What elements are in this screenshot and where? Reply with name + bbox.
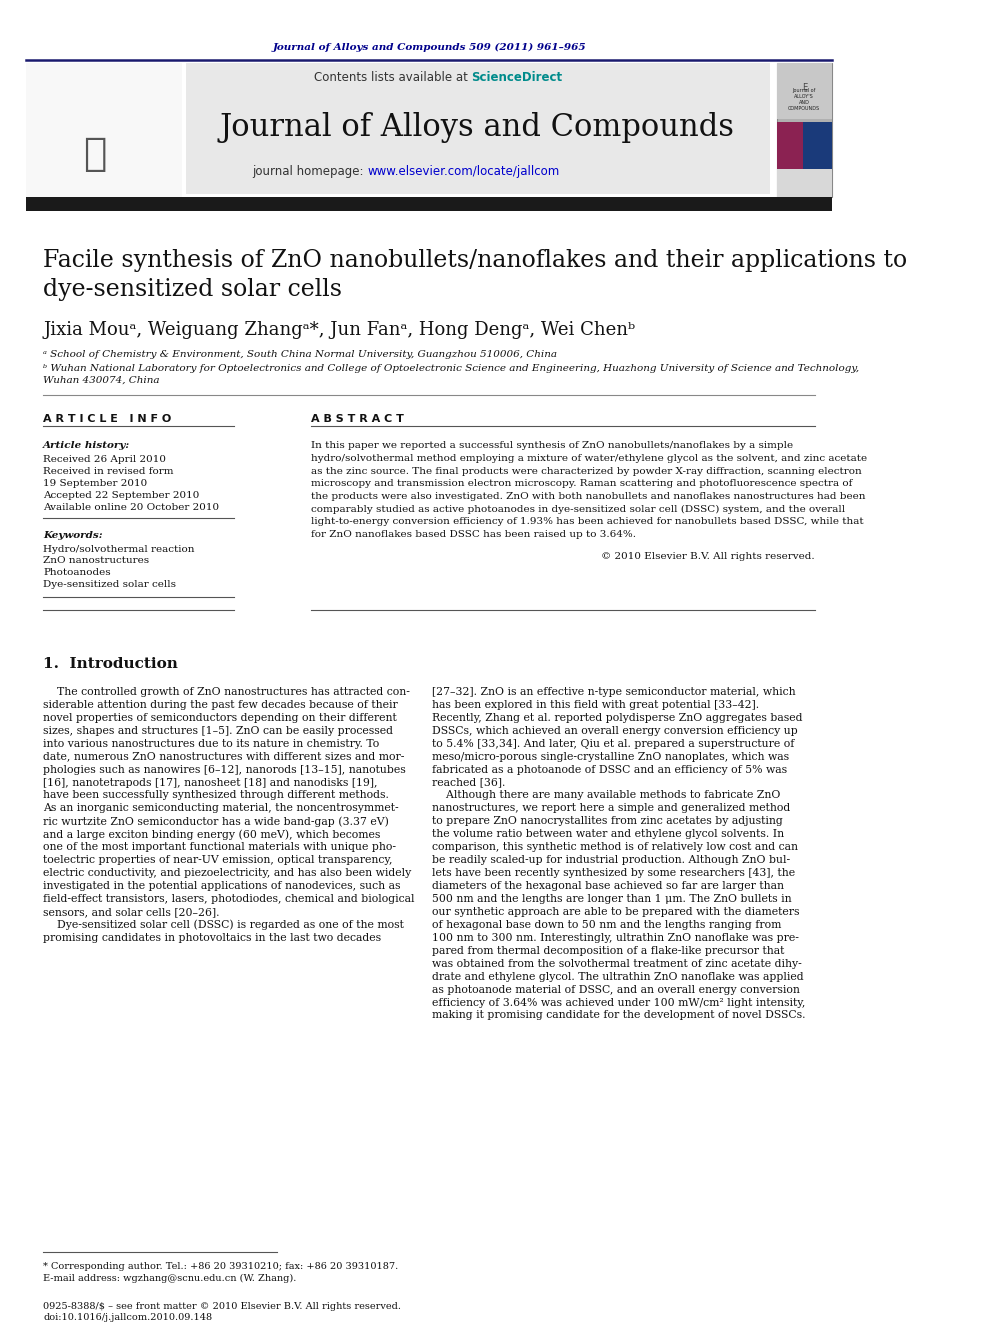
FancyBboxPatch shape: [777, 169, 832, 197]
Text: making it promising candidate for the development of novel DSSCs.: making it promising candidate for the de…: [433, 1011, 806, 1020]
Text: siderable attention during the past few decades because of their: siderable attention during the past few …: [44, 700, 398, 710]
Text: 0925-8388/$ – see front matter © 2010 Elsevier B.V. All rights reserved.: 0925-8388/$ – see front matter © 2010 El…: [44, 1302, 401, 1311]
Text: Journal of Alloys and Compounds 509 (2011) 961–965: Journal of Alloys and Compounds 509 (201…: [272, 44, 585, 53]
Text: Available online 20 October 2010: Available online 20 October 2010: [44, 503, 219, 512]
Text: Article history:: Article history:: [44, 441, 131, 450]
Text: [27–32]. ZnO is an effective n-type semiconductor material, which: [27–32]. ZnO is an effective n-type semi…: [433, 687, 796, 697]
Text: A B S T R A C T: A B S T R A C T: [311, 414, 404, 425]
Text: electric conductivity, and piezoelectricity, and has also been widely: electric conductivity, and piezoelectric…: [44, 868, 412, 878]
Text: Accepted 22 September 2010: Accepted 22 September 2010: [44, 491, 199, 500]
FancyBboxPatch shape: [186, 62, 770, 194]
Text: Recently, Zhang et al. reported polydisperse ZnO aggregates based: Recently, Zhang et al. reported polydisp…: [433, 713, 803, 722]
Text: * Corresponding author. Tel.: +86 20 39310210; fax: +86 20 39310187.: * Corresponding author. Tel.: +86 20 393…: [44, 1262, 399, 1271]
Text: pared from thermal decomposition of a flake-like precursor that: pared from thermal decomposition of a fl…: [433, 946, 785, 955]
Text: has been explored in this field with great potential [33–42].: has been explored in this field with gre…: [433, 700, 760, 710]
Text: Received 26 April 2010: Received 26 April 2010: [44, 455, 167, 464]
Text: comparison, this synthetic method is of relatively low cost and can: comparison, this synthetic method is of …: [433, 843, 799, 852]
Text: Keywords:: Keywords:: [44, 531, 103, 540]
Text: E: E: [802, 83, 806, 93]
Text: doi:10.1016/j.jallcom.2010.09.148: doi:10.1016/j.jallcom.2010.09.148: [44, 1314, 212, 1322]
Text: light-to-energy conversion efficiency of 1.93% has been achieved for nanobullets: light-to-energy conversion efficiency of…: [311, 517, 864, 527]
Text: novel properties of semiconductors depending on their different: novel properties of semiconductors depen…: [44, 713, 397, 722]
Text: field-effect transistors, lasers, photodiodes, chemical and biological: field-effect transistors, lasers, photod…: [44, 894, 415, 904]
Text: The controlled growth of ZnO nanostructures has attracted con-: The controlled growth of ZnO nanostructu…: [44, 687, 410, 697]
Text: Journal of
ALLOY'S
AND
COMPOUNDS: Journal of ALLOY'S AND COMPOUNDS: [789, 89, 820, 111]
Text: Jixia Mouᵃ, Weiguang Zhangᵃ*, Jun Fanᵃ, Hong Dengᵃ, Wei Chenᵇ: Jixia Mouᵃ, Weiguang Zhangᵃ*, Jun Fanᵃ, …: [44, 320, 635, 339]
Text: phologies such as nanowires [6–12], nanorods [13–15], nanotubes: phologies such as nanowires [6–12], nano…: [44, 765, 406, 774]
Text: ELSEVIER: ELSEVIER: [55, 197, 136, 212]
FancyBboxPatch shape: [777, 62, 832, 197]
Text: Received in revised form: Received in revised form: [44, 467, 174, 476]
Text: 19 September 2010: 19 September 2010: [44, 479, 148, 488]
Text: reached [36].: reached [36].: [433, 778, 506, 787]
Text: date, numerous ZnO nanostructures with different sizes and mor-: date, numerous ZnO nanostructures with d…: [44, 751, 405, 762]
Text: and a large exciton binding energy (60 meV), which becomes: and a large exciton binding energy (60 m…: [44, 830, 381, 840]
Text: of hexagonal base down to 50 nm and the lengths ranging from: of hexagonal base down to 50 nm and the …: [433, 919, 782, 930]
Text: Hydro/solvothermal reaction: Hydro/solvothermal reaction: [44, 545, 194, 553]
Text: As an inorganic semiconducting material, the noncentrosymmet-: As an inorganic semiconducting material,…: [44, 803, 399, 814]
Text: for ZnO nanoflakes based DSSC has been raised up to 3.64%.: for ZnO nanoflakes based DSSC has been r…: [311, 531, 636, 540]
Text: Journal of Alloys and Compounds: Journal of Alloys and Compounds: [220, 112, 735, 143]
Text: www.elsevier.com/locate/jallcom: www.elsevier.com/locate/jallcom: [368, 165, 559, 177]
Text: A R T I C L E   I N F O: A R T I C L E I N F O: [44, 414, 172, 425]
Text: lets have been recently synthesized by some researchers [43], the: lets have been recently synthesized by s…: [433, 868, 796, 878]
Text: 500 nm and the lengths are longer than 1 μm. The ZnO bullets in: 500 nm and the lengths are longer than 1…: [433, 894, 792, 904]
Text: Photoanodes: Photoanodes: [44, 569, 111, 577]
Text: E-mail address: wgzhang@scnu.edu.cn (W. Zhang).: E-mail address: wgzhang@scnu.edu.cn (W. …: [44, 1274, 297, 1283]
Text: ᵇ Wuhan National Laboratory for Optoelectronics and College of Optoelectronic Sc: ᵇ Wuhan National Laboratory for Optoelec…: [44, 364, 859, 385]
Text: 100 nm to 300 nm. Interestingly, ultrathin ZnO nanoflake was pre-: 100 nm to 300 nm. Interestingly, ultrath…: [433, 933, 800, 943]
Text: investigated in the potential applications of nanodevices, such as: investigated in the potential applicatio…: [44, 881, 401, 890]
Text: Contents lists available at: Contents lists available at: [313, 71, 471, 85]
Text: one of the most important functional materials with unique pho-: one of the most important functional mat…: [44, 843, 396, 852]
Text: 🌳: 🌳: [83, 135, 107, 173]
Text: our synthetic approach are able to be prepared with the diameters: our synthetic approach are able to be pr…: [433, 908, 800, 917]
Text: ᵃ School of Chemistry & Environment, South China Normal University, Guangzhou 51: ᵃ School of Chemistry & Environment, Sou…: [44, 351, 558, 360]
Text: to prepare ZnO nanocrystallites from zinc acetates by adjusting: to prepare ZnO nanocrystallites from zin…: [433, 816, 783, 827]
Text: drate and ethylene glycol. The ultrathin ZnO nanoflake was applied: drate and ethylene glycol. The ultrathin…: [433, 971, 805, 982]
Text: ScienceDirect: ScienceDirect: [471, 71, 562, 85]
Text: sizes, shapes and structures [1–5]. ZnO can be easily processed: sizes, shapes and structures [1–5]. ZnO …: [44, 726, 393, 736]
Text: nanostructures, we report here a simple and generalized method: nanostructures, we report here a simple …: [433, 803, 791, 814]
Text: journal homepage:: journal homepage:: [252, 165, 368, 177]
FancyBboxPatch shape: [26, 197, 832, 212]
Text: as the zinc source. The final products were characterized by powder X-ray diffra: as the zinc source. The final products w…: [311, 467, 862, 475]
Text: promising candidates in photovoltaics in the last two decades: promising candidates in photovoltaics in…: [44, 933, 381, 943]
Text: [16], nanotetrapods [17], nanosheet [18] and nanodisks [19],: [16], nanotetrapods [17], nanosheet [18]…: [44, 778, 378, 787]
Text: be readily scaled-up for industrial production. Although ZnO bul-: be readily scaled-up for industrial prod…: [433, 855, 791, 865]
Text: Dye-sensitized solar cells: Dye-sensitized solar cells: [44, 581, 177, 589]
Text: the products were also investigated. ZnO with both nanobullets and nanoflakes na: the products were also investigated. ZnO…: [311, 492, 866, 501]
Text: ric wurtzite ZnO semiconductor has a wide band-gap (3.37 eV): ric wurtzite ZnO semiconductor has a wid…: [44, 816, 389, 827]
Text: efficiency of 3.64% was achieved under 100 mW/cm² light intensity,: efficiency of 3.64% was achieved under 1…: [433, 998, 806, 1008]
Text: meso/micro-porous single-crystalline ZnO nanoplates, which was: meso/micro-porous single-crystalline ZnO…: [433, 751, 790, 762]
Text: 1.  Introduction: 1. Introduction: [44, 658, 179, 671]
Text: was obtained from the solvothermal treatment of zinc acetate dihy-: was obtained from the solvothermal treat…: [433, 959, 803, 968]
Text: microscopy and transmission electron microscopy. Raman scattering and photofluor: microscopy and transmission electron mic…: [311, 479, 853, 488]
Text: Although there are many available methods to fabricate ZnO: Although there are many available method…: [433, 790, 781, 800]
Text: as photoanode material of DSSC, and an overall energy conversion: as photoanode material of DSSC, and an o…: [433, 984, 801, 995]
Text: Facile synthesis of ZnO nanobullets/nanoflakes and their applications to
dye-sen: Facile synthesis of ZnO nanobullets/nano…: [44, 249, 908, 302]
Text: the volume ratio between water and ethylene glycol solvents. In: the volume ratio between water and ethyl…: [433, 830, 785, 839]
Text: sensors, and solar cells [20–26].: sensors, and solar cells [20–26].: [44, 908, 220, 917]
Text: fabricated as a photoanode of DSSC and an efficiency of 5% was: fabricated as a photoanode of DSSC and a…: [433, 765, 788, 774]
FancyBboxPatch shape: [777, 123, 803, 169]
FancyBboxPatch shape: [777, 62, 832, 119]
Text: have been successfully synthesized through different methods.: have been successfully synthesized throu…: [44, 790, 389, 800]
Text: hydro/solvothermal method employing a mixture of water/ethylene glycol as the so: hydro/solvothermal method employing a mi…: [311, 454, 867, 463]
Text: toelectric properties of near-UV emission, optical transparency,: toelectric properties of near-UV emissio…: [44, 855, 393, 865]
Text: into various nanostructures due to its nature in chemistry. To: into various nanostructures due to its n…: [44, 738, 380, 749]
Text: comparably studied as active photoanodes in dye-sensitized solar cell (DSSC) sys: comparably studied as active photoanodes…: [311, 505, 845, 513]
Text: diameters of the hexagonal base achieved so far are larger than: diameters of the hexagonal base achieved…: [433, 881, 785, 890]
Text: DSSCs, which achieved an overall energy conversion efficiency up: DSSCs, which achieved an overall energy …: [433, 726, 799, 736]
Text: In this paper we reported a successful synthesis of ZnO nanobullets/nanoflakes b: In this paper we reported a successful s…: [311, 441, 794, 450]
Text: to 5.4% [33,34]. And later, Qiu et al. prepared a superstructure of: to 5.4% [33,34]. And later, Qiu et al. p…: [433, 738, 795, 749]
Text: © 2010 Elsevier B.V. All rights reserved.: © 2010 Elsevier B.V. All rights reserved…: [601, 552, 814, 561]
Text: Dye-sensitized solar cell (DSSC) is regarded as one of the most: Dye-sensitized solar cell (DSSC) is rega…: [44, 919, 404, 930]
FancyBboxPatch shape: [803, 123, 832, 169]
Text: ZnO nanostructures: ZnO nanostructures: [44, 557, 150, 565]
FancyBboxPatch shape: [26, 62, 182, 197]
